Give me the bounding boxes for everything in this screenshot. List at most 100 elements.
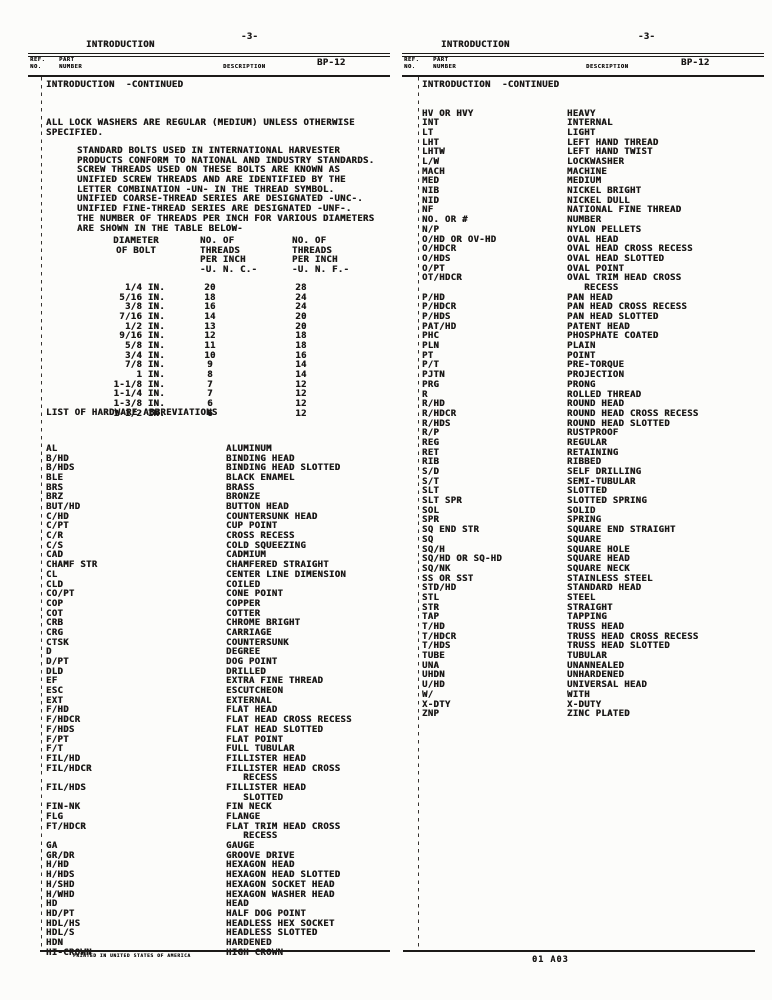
abbreviation-code: CAD [46, 550, 64, 561]
abbreviation-description: DOG POINT [226, 657, 278, 668]
abbreviation-code: CRB [46, 618, 64, 629]
abbreviation-description: CHROME BRIGHT [226, 618, 301, 629]
paragraph-line: PRODUCTS CONFORM TO NATIONAL AND INDUSTR… [77, 155, 375, 166]
abbreviation-description: HALF DOG POINT [226, 908, 307, 919]
unf-threads-cell: 20 [295, 321, 307, 332]
abbreviation-description: FIN NECK [226, 802, 272, 813]
abbreviation-row: STR STRAIGHT [422, 603, 612, 614]
unc-threads-cell: 11 [204, 341, 216, 352]
unc-threads-cell: 9 [207, 360, 213, 371]
abbreviation-row: R/HDCR ROUND HEAD CROSS RECESS [422, 409, 698, 420]
abbreviation-row: AL ALUMINUM [46, 443, 271, 455]
abbreviation-code: FIL/HD [46, 753, 81, 764]
abbreviation-row: FIL/HDS FILLISTER HEAD [46, 783, 306, 794]
abbreviation-row: SQ/NK SQUARE NECK [422, 563, 630, 575]
abbreviation-description: X-DUTY [567, 699, 602, 710]
abbreviation-row: F/HDS FLAT HEAD SLOTTED [46, 725, 323, 736]
abbreviation-code: H/WHD [46, 889, 75, 900]
abbreviation-code: SQ/HD OR SQ-HD [422, 554, 503, 565]
abbreviation-row: H/HDS HEXAGON HEAD SLOTTED [46, 870, 340, 881]
abbreviation-description: CADMIUM [226, 550, 267, 561]
abbreviation-code: F/HD [46, 705, 69, 716]
abbreviation-row: RECESS [422, 283, 618, 294]
abbreviation-row: CHAMF STR CHAMFERED STRAIGHT [46, 560, 329, 571]
abbreviation-description: PAN HEAD [567, 292, 613, 303]
abbreviation-row: FLG FLANGE [46, 812, 260, 823]
abbreviation-code: T/HD [422, 622, 445, 633]
abbreviation-code: R/P [422, 428, 440, 439]
abbreviation-description: PAN HEAD CROSS RECESS [567, 302, 688, 313]
abbreviation-code: INT [422, 118, 440, 129]
abbreviation-description: FULL TUBULAR [226, 744, 295, 755]
abbreviation-description: SELF DRILLING [567, 467, 642, 478]
abbreviation-description: BINDING HEAD [226, 453, 295, 464]
abbreviation-code: F/HDCR [46, 715, 81, 726]
abbreviation-code: P/HD [422, 292, 445, 303]
abbreviation-code: HV OR HVY [422, 108, 474, 119]
abbreviation-code: SQ/NK [422, 563, 451, 574]
abbreviation-row: F/HDCR FLAT HEAD CROSS RECESS [46, 715, 352, 726]
abbreviation-code: HDN [46, 937, 64, 948]
abbreviation-row: H/WHD HEXAGON WASHER HEAD [46, 889, 334, 901]
col2-header-line: THREADS [200, 245, 241, 256]
abbreviation-row: LT LIGHT [422, 128, 595, 139]
abbreviation-description: LIGHT [567, 127, 596, 138]
unf-threads-cell: 24 [295, 292, 307, 303]
abbreviation-code: R/HD [422, 399, 445, 410]
abbreviation-code: C/HD [46, 511, 69, 522]
abbreviation-row: PJTN PROJECTION [422, 370, 624, 381]
abbreviation-row: COP COPPER [46, 599, 260, 610]
thread-table-row: 1-1/4 IN. 7 12 [46, 390, 307, 400]
abbreviation-description: BLACK ENAMEL [226, 472, 295, 483]
bolt-diameter-cell: 1-1/4 IN. [113, 389, 165, 400]
abbreviation-description: NATIONAL FINE THREAD [567, 205, 682, 216]
abbreviation-description: STRAIGHT [567, 602, 613, 613]
abbreviation-description: UNIVERSAL HEAD [567, 680, 648, 691]
abbreviation-row: MED MEDIUM [422, 177, 601, 187]
bolt-diameter-cell: 7/8 IN. [124, 360, 165, 371]
abbreviation-description: RUSTPROOF [567, 428, 619, 439]
col3-header-line: THREADS [292, 245, 333, 256]
abbreviation-description: FLAT HEAD SLOTTED [226, 724, 324, 735]
abbreviation-description: SLOTTED [567, 486, 608, 497]
abbreviation-code: AL [46, 443, 58, 454]
abbreviation-row: O/HDS OVAL HEAD SLOTTED [422, 254, 664, 265]
abbreviation-description: TRUSS HEAD [567, 622, 625, 633]
page-number: -3- [241, 32, 259, 42]
abbreviation-row: T/HDS TRUSS HEAD SLOTTED [422, 642, 670, 652]
abbreviation-row: SLOTTED [46, 793, 283, 804]
abbreviation-code: D [46, 647, 52, 658]
part-number-column-label: PART NUMBER [59, 57, 83, 70]
abbreviation-row: HV OR HVY HEAVY [422, 109, 595, 120]
abbreviation-code: UNA [422, 660, 440, 671]
abbreviation-row: P/HD PAN HEAD [422, 292, 612, 304]
abbreviation-description: HEAD [226, 899, 249, 910]
abbreviation-row: N/P NYLON PELLETS [422, 225, 641, 236]
abbreviation-code: HD [46, 899, 58, 910]
abbreviation-description: SQUARE NECK [567, 563, 630, 574]
abbreviation-code: STD/HD [422, 583, 457, 594]
running-title: INTRODUCTION [86, 40, 155, 50]
abbreviation-row: FIL/HDCR FILLISTER HEAD CROSS [46, 764, 340, 775]
running-title: INTRODUCTION [441, 40, 510, 50]
abbreviation-description: TRUSS HEAD SLOTTED [567, 641, 670, 652]
abbreviation-row: R/P RUSTPROOF [422, 428, 618, 439]
abbreviation-code: PT [422, 350, 434, 361]
abbreviation-row: ESC ESCUTCHEON [46, 686, 283, 697]
abbreviation-description: OVAL HEAD SLOTTED [567, 253, 665, 264]
paragraph-line: LETTER COMBINATION -UN- IN THE THREAD SY… [77, 184, 335, 195]
right-page: -3- INTRODUCTION REF. NO. PART NUMBER DE… [402, 0, 768, 1000]
abbreviation-row: W/ WITH [422, 690, 590, 701]
footer-rule [40, 950, 390, 952]
abbreviation-code: PHC [422, 331, 440, 342]
abbreviation-description: HEXAGON SOCKET HEAD [226, 879, 335, 890]
abbreviation-description: SLOTTED SPRING [567, 496, 648, 507]
abbreviation-row: PHC PHOSPHATE COATED [422, 331, 658, 342]
abbreviation-description: CENTER LINE DIMENSION [226, 569, 347, 580]
abbreviation-code: GR/DR [46, 850, 75, 861]
abbreviation-row: HDL/S HEADLESS SLOTTED [46, 929, 317, 939]
col2-header-line: NO. OF [200, 235, 235, 246]
dotted-margin-line [41, 77, 43, 950]
description-column-label: DESCRIPTION [223, 64, 266, 70]
bolt-diameter-cell: 1-1/8 IN. [113, 379, 165, 390]
